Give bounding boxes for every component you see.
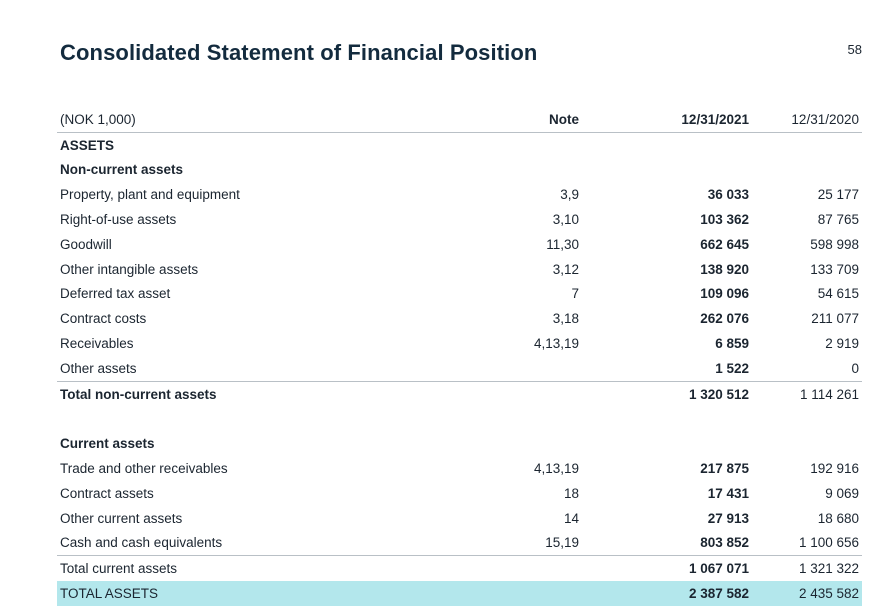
table-row: Deferred tax asset 7 109 096 54 615 (57, 282, 862, 307)
current-assets-rows: Trade and other receivables 4,13,19 217 87… (57, 456, 862, 556)
row-previous-value: 25 177 (817, 187, 859, 203)
row-label: Right-of-use assets (60, 212, 177, 228)
row-note: 3,18 (552, 311, 579, 327)
total-assets-row: TOTAL ASSETS 2 387 582 2 435 582 (57, 581, 862, 606)
current-assets-heading: Current assets (60, 436, 155, 452)
row-label: TOTAL ASSETS (57, 581, 457, 606)
row-note: 7 (571, 286, 579, 302)
row-label: Receivables (60, 336, 134, 352)
row-note: 3,10 (552, 212, 579, 228)
row-current-value: 109 096 (700, 286, 749, 302)
non-current-assets-heading: Non-current assets (60, 162, 184, 178)
total-non-current-row: Total non-current assets 1 320 512 1 114… (57, 380, 862, 407)
row-note (457, 356, 582, 381)
row-previous-value: 133 709 (810, 261, 859, 277)
row-current-value: 138 920 (700, 261, 749, 277)
row-previous-value: 1 100 656 (798, 535, 859, 551)
row-label: Other intangible assets (60, 261, 199, 277)
assets-heading: ASSETS (60, 137, 115, 153)
page-number: 58 (847, 42, 862, 57)
row-note: 14 (563, 510, 579, 526)
row-label: Property, plant and equipment (60, 187, 240, 203)
row-label: Goodwill (60, 236, 112, 252)
row-previous-value: 2 435 582 (752, 581, 862, 606)
row-previous-value: 1 321 322 (752, 555, 862, 582)
row-previous-value: 1 114 261 (752, 380, 862, 407)
table-row: Trade and other receivables 4,13,19 217 87… (57, 456, 862, 481)
table-row: Other assets 1 522 0 (57, 356, 862, 381)
row-label: Total non-current assets (57, 380, 457, 407)
page-title: Consolidated Statement of Financial Posi… (60, 40, 538, 65)
row-current-value: 103 362 (700, 212, 749, 228)
row-note: 4,13,19 (533, 336, 579, 352)
row-previous-value: 211 077 (811, 311, 859, 327)
row-label: Other current assets (60, 510, 183, 526)
row-previous-value: 54 615 (817, 286, 859, 302)
previous-year-column-header: 12/31/2020 (752, 107, 862, 133)
row-label: Contract costs (60, 311, 147, 327)
row-label: Other assets (60, 360, 137, 376)
row-note: 15,19 (545, 535, 579, 551)
row-label: Deferred tax asset (60, 286, 171, 302)
row-previous-value: 18 680 (817, 510, 859, 526)
row-current-value: 262 076 (700, 311, 749, 327)
row-label: Trade and other receivables (60, 461, 228, 477)
note-column-header: Note (457, 107, 582, 133)
current-heading-row: Current assets (57, 431, 862, 456)
total-current-row: Total current assets 1 067 071 1 321 322 (57, 555, 862, 582)
row-label: Total current assets (57, 555, 457, 582)
table-row: Receivables 4,13,19 6 859 2 919 (57, 331, 862, 356)
financial-position-table: (NOK 1,000) Note 12/31/2021 12/31/2020 A… (57, 107, 862, 606)
row-note: 3,12 (552, 261, 579, 277)
assets-heading-row: ASSETS (57, 132, 862, 157)
row-current-value: 1 067 071 (582, 555, 752, 582)
row-current-value: 17 431 (707, 485, 749, 501)
table-row: Goodwill 11,30 662 645 598 998 (57, 232, 862, 257)
row-previous-value: 87 765 (817, 212, 859, 228)
row-current-value: 1 522 (715, 360, 749, 376)
row-current-value: 6 859 (715, 336, 749, 352)
row-note (457, 380, 582, 407)
row-previous-value: 9 069 (825, 485, 859, 501)
row-note: 11,30 (546, 236, 579, 252)
row-previous-value: 598 998 (810, 236, 859, 252)
table-row: Other current assets 14 27 913 18 680 (57, 506, 862, 531)
current-year-column-header: 12/31/2021 (582, 107, 752, 133)
spacer-row (57, 407, 862, 432)
table-row: Other intangible assets 3,12 138 920 133 70… (57, 257, 862, 282)
row-current-value: 36 033 (707, 187, 749, 203)
currency-unit-header: (NOK 1,000) (57, 107, 457, 133)
row-label: Cash and cash equivalents (60, 535, 223, 551)
row-current-value: 217 875 (700, 461, 749, 477)
row-note: 3,9 (560, 187, 579, 203)
row-current-value: 2 387 582 (582, 581, 752, 606)
row-note: 4,13,19 (533, 461, 579, 477)
table-row: Right-of-use assets 3,10 103 362 87 765 (57, 207, 862, 232)
row-note (457, 581, 582, 606)
table-row: Contract costs 3,18 262 076 211 077 (57, 306, 862, 331)
row-note: 18 (563, 485, 579, 501)
row-previous-value: 192 916 (810, 461, 859, 477)
row-previous-value: 0 (851, 360, 859, 376)
table-row: Cash and cash equivalents 15,19 803 852 1 1… (57, 531, 862, 556)
row-current-value: 662 645 (700, 236, 749, 252)
row-current-value: 27 913 (707, 510, 749, 526)
row-current-value: 1 320 512 (582, 380, 752, 407)
non-current-heading-row: Non-current assets (57, 158, 862, 183)
non-current-assets-rows: Property, plant and equipment 3,9 36 033 25… (57, 182, 862, 381)
table-row: Property, plant and equipment 3,9 36 033 25… (57, 182, 862, 207)
table-header-row: (NOK 1,000) Note 12/31/2021 12/31/2020 (57, 107, 862, 133)
row-label: Contract assets (60, 485, 154, 501)
row-current-value: 803 852 (700, 535, 749, 551)
table-row: Contract assets 18 17 431 9 069 (57, 481, 862, 506)
row-previous-value: 2 919 (825, 336, 859, 352)
row-note (457, 555, 582, 582)
